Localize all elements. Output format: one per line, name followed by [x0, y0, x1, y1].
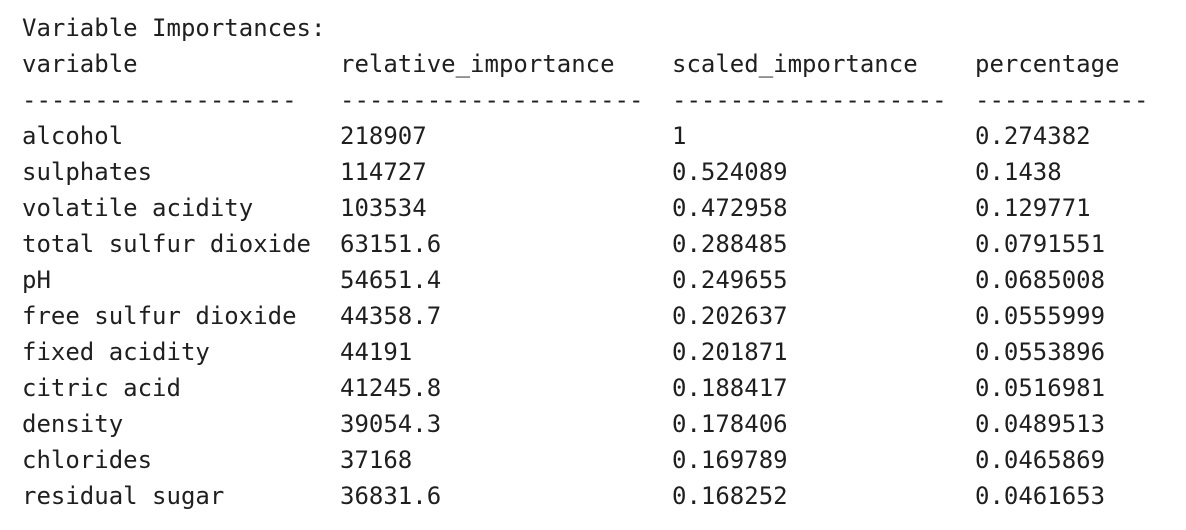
separator-scaled-importance: -------------------: [672, 86, 947, 114]
output-title: Variable Importances:: [22, 14, 326, 42]
variable-importances-output: Variable Importances: variable relative_…: [22, 10, 1148, 514]
cell-relative-importance: 41245.8: [340, 374, 442, 402]
cell-percentage: 0.0553896: [975, 338, 1106, 366]
table-row: free sulfur dioxide 44358.7 0.202637 0.0555…: [22, 298, 1105, 334]
table-header-row: variable relative_importance scaled_impo…: [22, 46, 1120, 82]
table-row: pH 54651.4 0.249655 0.0685008: [22, 262, 1105, 298]
separator-variable: -------------------: [22, 86, 297, 114]
cell-percentage: 0.0791551: [975, 230, 1106, 258]
cell-relative-importance: 37168: [340, 446, 413, 474]
cell-variable: residual sugar: [22, 482, 225, 510]
cell-variable: density: [22, 410, 124, 438]
table-row: citric acid 41245.8 0.188417 0.0516981: [22, 370, 1105, 406]
cell-scaled-importance: 0.249655: [672, 266, 788, 294]
cell-scaled-importance: 0.169789: [672, 446, 788, 474]
table-row: total sulfur dioxide 63151.6 0.288485 0.079…: [22, 226, 1105, 262]
cell-variable: pH: [22, 266, 51, 294]
cell-percentage: 0.129771: [975, 194, 1091, 222]
table-separator-row: ------------------- --------------------…: [22, 82, 1148, 118]
cell-relative-importance: 36831.6: [340, 482, 442, 510]
header-scaled-importance: scaled_importance: [672, 50, 918, 78]
cell-variable: free sulfur dioxide: [22, 302, 297, 330]
cell-percentage: 0.1438: [975, 158, 1062, 186]
cell-scaled-importance: 0.202637: [672, 302, 788, 330]
cell-scaled-importance: 0.168252: [672, 482, 788, 510]
cell-relative-importance: 39054.3: [340, 410, 442, 438]
cell-variable: volatile acidity: [22, 194, 254, 222]
cell-percentage: 0.274382: [975, 122, 1091, 150]
table-row: chlorides 37168 0.169789 0.0465869: [22, 442, 1105, 478]
table-row: density 39054.3 0.178406 0.0489513: [22, 406, 1105, 442]
table-row: residual sugar 36831.6 0.168252 0.0461653: [22, 478, 1105, 514]
table-row: alcohol 218907 1 0.274382: [22, 118, 1091, 154]
cell-scaled-importance: 0.472958: [672, 194, 788, 222]
cell-scaled-importance: 0.524089: [672, 158, 788, 186]
cell-scaled-importance: 0.178406: [672, 410, 788, 438]
cell-relative-importance: 218907: [340, 122, 427, 150]
header-relative-importance: relative_importance: [340, 50, 615, 78]
header-percentage: percentage: [975, 50, 1120, 78]
cell-variable: alcohol: [22, 122, 124, 150]
header-variable: variable: [22, 50, 138, 78]
cell-relative-importance: 103534: [340, 194, 427, 222]
cell-relative-importance: 44358.7: [340, 302, 442, 330]
table-row: fixed acidity 44191 0.201871 0.0553896: [22, 334, 1105, 370]
cell-variable: citric acid: [22, 374, 181, 402]
cell-scaled-importance: 0.201871: [672, 338, 788, 366]
cell-percentage: 0.0516981: [975, 374, 1106, 402]
cell-variable: fixed acidity: [22, 338, 210, 366]
cell-variable: sulphates: [22, 158, 153, 186]
cell-relative-importance: 44191: [340, 338, 413, 366]
output-title-line: Variable Importances:: [22, 10, 325, 46]
cell-percentage: 0.0555999: [975, 302, 1106, 330]
table-row: sulphates 114727 0.524089 0.1438: [22, 154, 1062, 190]
separator-percentage: ------------: [975, 86, 1149, 114]
cell-relative-importance: 114727: [340, 158, 427, 186]
cell-relative-importance: 63151.6: [340, 230, 442, 258]
cell-percentage: 0.0465869: [975, 446, 1106, 474]
cell-relative-importance: 54651.4: [340, 266, 442, 294]
cell-percentage: 0.0461653: [975, 482, 1106, 510]
cell-scaled-importance: 1: [672, 122, 687, 150]
cell-variable: total sulfur dioxide: [22, 230, 311, 258]
cell-scaled-importance: 0.188417: [672, 374, 788, 402]
table-row: volatile acidity 103534 0.472958 0.129771: [22, 190, 1091, 226]
table-body: alcohol 218907 1 0.274382 sulphates 114727 0.5…: [22, 118, 1105, 514]
cell-scaled-importance: 0.288485: [672, 230, 788, 258]
separator-relative-importance: ---------------------: [340, 86, 644, 114]
cell-percentage: 0.0685008: [975, 266, 1106, 294]
cell-variable: chlorides: [22, 446, 153, 474]
cell-percentage: 0.0489513: [975, 410, 1106, 438]
